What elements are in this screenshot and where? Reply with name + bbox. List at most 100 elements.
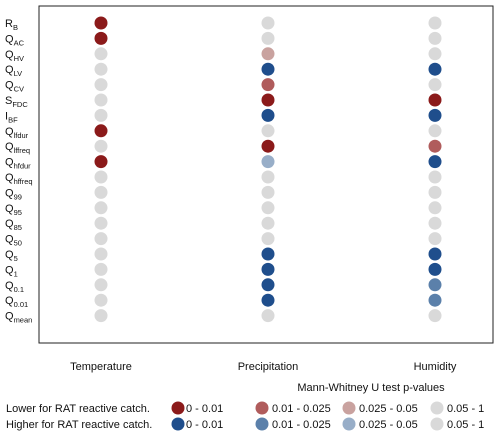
row-label-subscript: 0.01 [14, 300, 29, 309]
dot-ns [261, 201, 275, 215]
dot-higher-strong [261, 262, 275, 276]
dot-higher-medium [428, 278, 442, 292]
legend-swatch [171, 401, 185, 415]
dot-ns [428, 201, 442, 215]
legend-item-label: 0.01 - 0.025 [272, 403, 331, 415]
row-label-subscript: HV [14, 54, 24, 63]
dot-ns [94, 139, 108, 153]
dot-ns [428, 124, 442, 138]
plot-frame [38, 5, 494, 344]
row-label: Q1 [5, 264, 18, 278]
dot-ns [94, 247, 108, 261]
dot-ns [94, 93, 108, 107]
row-label: RB [5, 18, 18, 32]
dot-ns [94, 262, 108, 276]
row-label-base: Q [5, 218, 14, 230]
dot-ns [428, 47, 442, 61]
dot-higher-strong [428, 155, 442, 169]
legend-swatch [342, 417, 356, 431]
legend-swatch [430, 401, 444, 415]
row-label: Q95 [5, 203, 22, 217]
row-label-base: Q [5, 249, 14, 261]
dot-ns [261, 16, 275, 30]
row-label-subscript: 0.1 [14, 285, 24, 294]
dot-ns [428, 309, 442, 323]
dot-lower-strong [94, 31, 108, 45]
dot-higher-strong [428, 62, 442, 76]
row-labels: RBQACQHVQLVQCVSFDCIBFQlfdurQlffreqQhfdur… [5, 18, 33, 325]
legend-item-label: 0.025 - 0.05 [359, 419, 418, 431]
row-label-base: R [5, 18, 13, 30]
dot-ns [428, 31, 442, 45]
row-label-base: Q [5, 311, 14, 323]
row-label-base: Q [5, 80, 14, 92]
row-label-subscript: 85 [14, 223, 22, 232]
dot-ns [261, 170, 275, 184]
row-label-subscript: 95 [14, 208, 22, 217]
column-label: Precipitation [238, 361, 299, 373]
row-label-subscript: hfdur [14, 162, 32, 171]
row-label-base: Q [5, 295, 14, 307]
dot-ns [94, 78, 108, 92]
dot-lower-weak [261, 47, 275, 61]
row-label: Qmean [5, 311, 32, 325]
dot-higher-strong [261, 278, 275, 292]
dot-ns [428, 78, 442, 92]
column-label: Humidity [414, 361, 457, 373]
row-label: Q0.1 [5, 280, 24, 294]
row-label-subscript: AC [14, 38, 25, 47]
dot-lower-strong [428, 93, 442, 107]
legend-swatch [342, 401, 356, 415]
row-label: QLV [5, 64, 22, 78]
row-label: QHV [5, 49, 24, 63]
dot-lower-strong [94, 124, 108, 138]
legend-item-label: 0.05 - 1 [447, 403, 484, 415]
row-label-base: Q [5, 172, 14, 184]
dot-lower-strong [261, 93, 275, 107]
row-label: Q85 [5, 218, 22, 232]
row-label-base: I [5, 110, 8, 122]
dot-ns [428, 216, 442, 230]
row-label-subscript: hffreq [14, 177, 33, 186]
legend-item-label: 0 - 0.01 [186, 419, 223, 431]
row-label: IBF [5, 110, 18, 124]
dot-higher-strong [261, 62, 275, 76]
dot-lower-strong [94, 155, 108, 169]
row-label-base: Q [5, 126, 14, 138]
legend-swatch [255, 417, 269, 431]
row-label-subscript: CV [14, 85, 24, 94]
dot-ns [261, 31, 275, 45]
dot-ns [94, 293, 108, 307]
legend-swatch [171, 417, 185, 431]
row-label-base: Q [5, 141, 14, 153]
row-label-base: Q [5, 33, 14, 45]
legend: Mann-Whitney U test p-values Lower for R… [6, 382, 484, 431]
row-label: QAC [5, 33, 25, 47]
dot-lower-strong [94, 16, 108, 30]
row-label-subscript: mean [14, 316, 33, 325]
dot-ns [428, 170, 442, 184]
row-label-subscript: lfdur [14, 131, 29, 140]
dot-ns [261, 232, 275, 246]
legend-swatch [255, 401, 269, 415]
row-label-base: Q [5, 264, 14, 276]
dot-lower-medium [428, 139, 442, 153]
dot-ns [94, 47, 108, 61]
row-label-base: Q [5, 280, 14, 292]
column-labels: Temperature Precipitation Humidity [70, 361, 457, 373]
row-label-base: Q [5, 234, 14, 246]
row-label: Q5 [5, 249, 18, 263]
dot-ns [261, 216, 275, 230]
dot-grid [94, 16, 442, 323]
row-label: Q99 [5, 187, 22, 201]
row-label-subscript: 50 [14, 239, 22, 248]
dot-ns [94, 108, 108, 122]
row-label: Qlffreq [5, 141, 30, 155]
row-label: QCV [5, 80, 24, 94]
dot-ns [428, 185, 442, 199]
row-label-base: Q [5, 187, 14, 199]
dot-higher-strong [261, 247, 275, 261]
column-label: Temperature [70, 361, 132, 373]
row-label-subscript: FDC [12, 100, 28, 109]
